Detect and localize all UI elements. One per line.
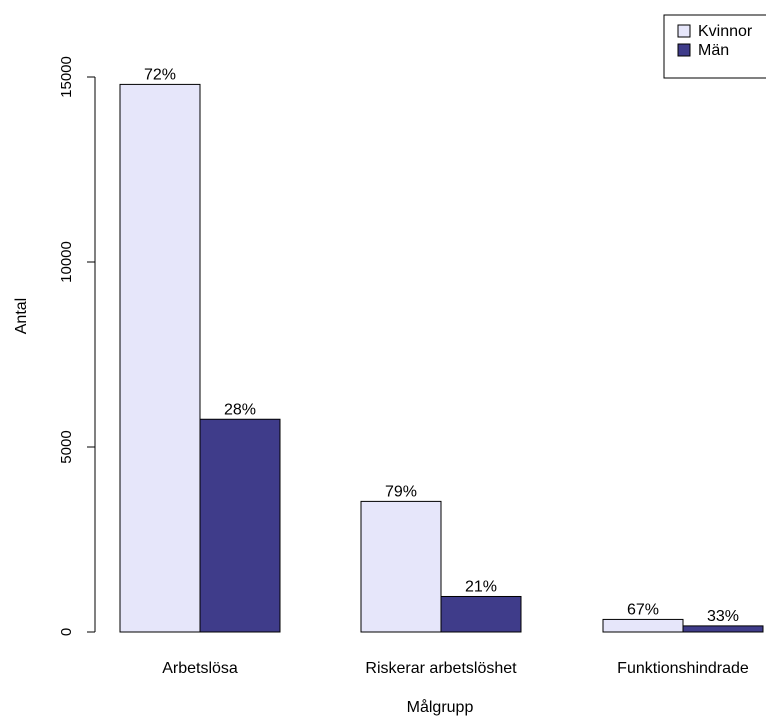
y-axis-title: Antal [13,298,30,334]
bar [682,625,764,633]
legend-swatch [677,24,691,38]
bar [360,500,442,633]
category-label: Riskerar arbetslöshet [365,660,517,677]
x-axis-title: Målgrupp [407,698,474,716]
legend-swatch [677,43,691,57]
data-label: 28% [224,401,256,418]
y-tick-label: 0 [58,628,75,636]
y-tick-label: 10000 [58,241,75,283]
legend-label: Män [698,42,729,59]
legend: Kvinnor Män [663,14,766,79]
category-label: Arbetslösa [162,660,238,677]
y-tick-label: 5000 [58,430,75,463]
y-axis: 0 5000 10000 15000 [58,56,96,636]
bar [602,618,684,633]
bar [440,595,522,633]
bar [119,83,201,633]
y-tick-label: 15000 [58,56,75,98]
bars [119,83,764,633]
data-label: 33% [707,608,739,625]
data-label: 21% [465,578,497,595]
data-label: 79% [385,483,417,500]
bar [199,418,281,633]
legend-label: Kvinnor [698,23,753,40]
data-label: 72% [144,66,176,83]
labels: 72% 28% Arbetslösa 79% 21% Riskerar arbetslös… [144,66,749,677]
data-label: 67% [627,601,659,618]
category-label: Funktionshindrade [617,660,749,677]
